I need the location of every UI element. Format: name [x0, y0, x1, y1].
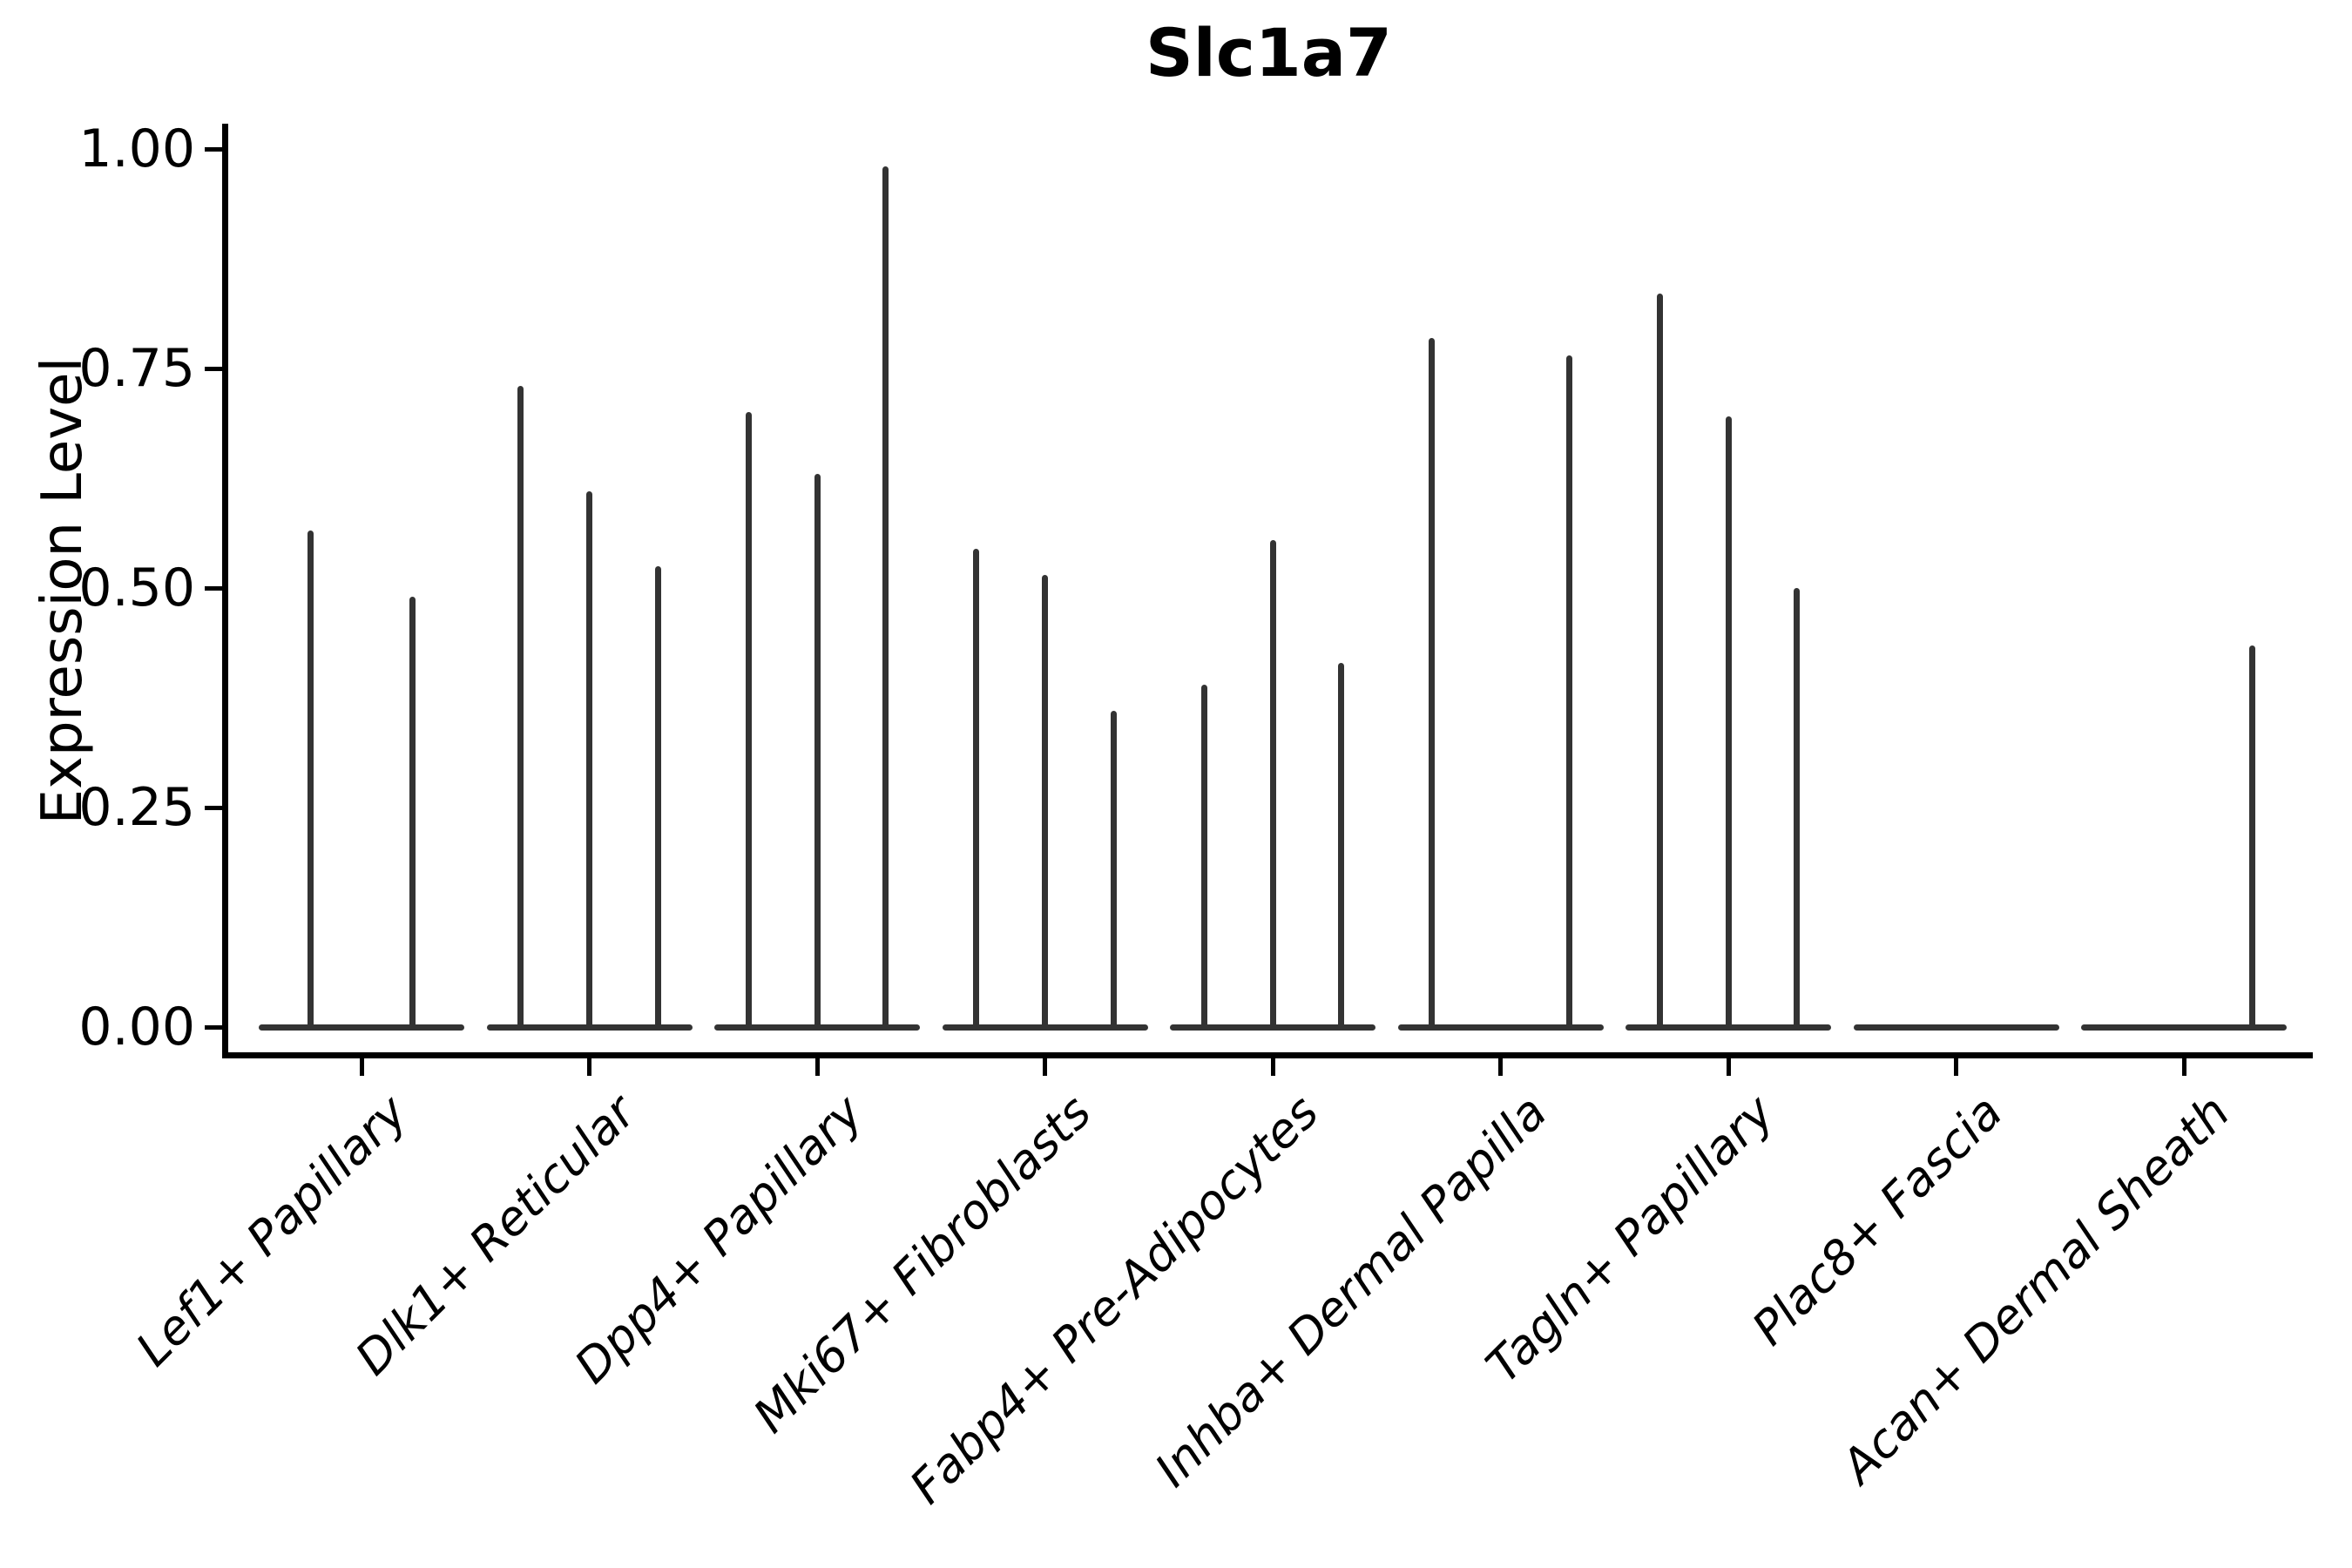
y-tick: [204, 585, 222, 591]
x-tick: [2181, 1055, 2186, 1076]
violin-spike: [517, 386, 524, 1031]
y-tick: [204, 366, 222, 371]
x-tick: [1043, 1055, 1047, 1076]
y-tick: [204, 1024, 222, 1030]
violin-baseline: [1853, 1024, 2059, 1031]
violin-spike: [814, 473, 821, 1031]
x-tick: [1726, 1055, 1731, 1076]
x-tick: [587, 1055, 591, 1076]
y-tick: [204, 805, 222, 810]
violin-spike: [973, 548, 980, 1031]
plot-title: Slc1a7: [1146, 14, 1392, 91]
x-tick: [1954, 1055, 1958, 1076]
violin-spike: [409, 597, 416, 1031]
x-tick: [814, 1055, 820, 1076]
violin-spike: [882, 166, 889, 1031]
violin-spike: [1429, 337, 1436, 1031]
violin-spike: [1656, 294, 1663, 1031]
y-axis-spine: [221, 124, 228, 1058]
violin-spike: [1200, 684, 1207, 1031]
violin-spike: [1269, 539, 1276, 1031]
violin-spike: [654, 565, 661, 1031]
y-tick-label: 0.50: [78, 558, 195, 618]
violin-spike: [1725, 416, 1732, 1031]
y-tick-label: 0.00: [78, 997, 195, 1058]
violin-baseline: [2081, 1024, 2287, 1031]
violin-spike: [586, 491, 592, 1031]
violin-spike: [745, 412, 752, 1031]
x-tick: [1498, 1055, 1503, 1076]
violin-baseline: [1397, 1024, 1604, 1031]
violin-spike: [2249, 645, 2256, 1031]
violin-spike: [1794, 588, 1801, 1031]
x-tick: [1270, 1055, 1275, 1076]
violin-spike: [1110, 711, 1117, 1031]
violin-spike: [307, 531, 314, 1031]
y-tick-label: 0.25: [78, 777, 195, 838]
violin-baseline: [259, 1024, 464, 1031]
y-tick: [204, 146, 222, 152]
y-tick-label: 0.75: [78, 338, 195, 399]
x-axis-spine: [221, 1051, 2313, 1058]
violin-spike: [1338, 662, 1345, 1031]
x-tick: [359, 1055, 364, 1076]
violin-spike: [1042, 574, 1048, 1031]
y-tick-label: 1.00: [78, 118, 195, 179]
violin-spike: [1565, 355, 1572, 1031]
